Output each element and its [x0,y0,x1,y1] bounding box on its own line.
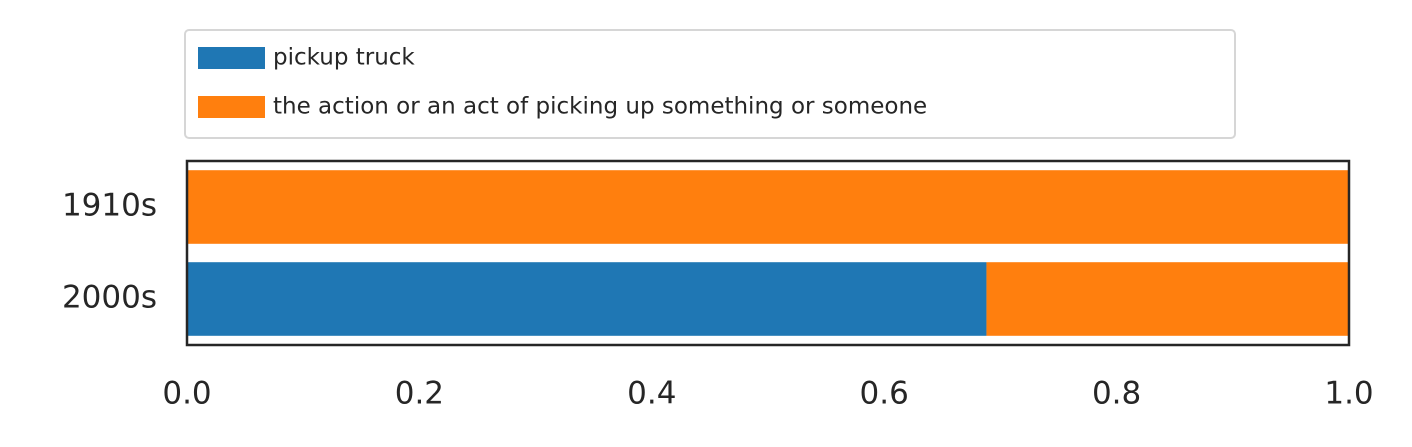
y-tick-label: 2000s [62,280,157,316]
bar-segment [187,170,1349,244]
x-tick-label: 1.0 [1324,376,1373,412]
legend-swatch [198,47,265,69]
x-tick-label: 0.4 [627,376,676,412]
bar-segment [187,262,987,336]
x-tick-label: 0.2 [395,376,444,412]
y-tick-label: 1910s [62,188,157,224]
bar-segment [986,262,1349,336]
legend-label: the action or an act of picking up somet… [273,94,927,120]
legend-swatch [198,96,265,118]
x-tick-label: 0.6 [860,376,909,412]
x-tick-label: 0.0 [162,376,211,412]
legend-label: pickup truck [273,45,415,71]
x-tick-label: 0.8 [1092,376,1141,412]
legend-box [184,29,1236,139]
plot-frame [185,159,1351,347]
